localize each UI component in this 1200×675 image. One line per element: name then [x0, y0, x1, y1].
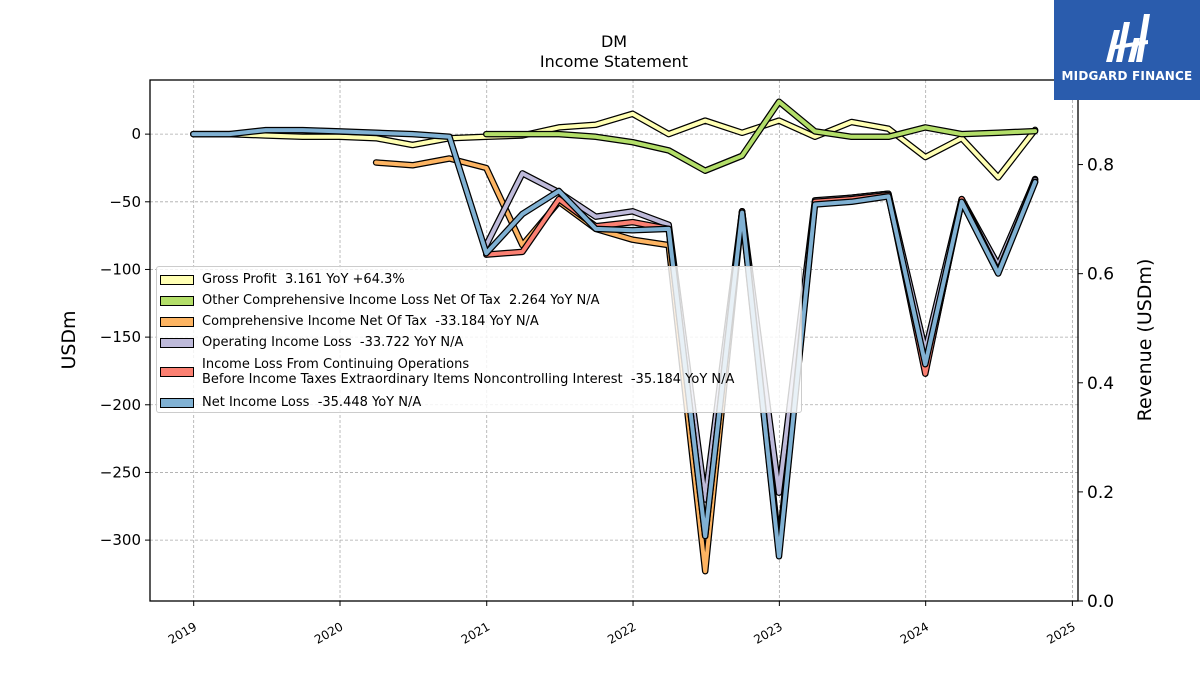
- brand-name: MIDGARD FINANCE: [1061, 69, 1193, 83]
- y-tick-label: −300: [100, 531, 141, 549]
- legend-item-net-income: Net Income Loss -35.448 YoY N/A: [157, 395, 421, 410]
- x-tick-label: 2021: [459, 619, 492, 646]
- chart-title: DM: [601, 32, 627, 51]
- legend-item-other-comprehensive-income: Other Comprehensive Income Loss Net Of T…: [157, 293, 600, 308]
- y-tick-label: 0: [131, 125, 141, 143]
- legend-item-gross-profit: Gross Profit 3.161 YoY +64.3%: [157, 272, 405, 287]
- legend-swatch: [160, 337, 194, 348]
- legend-label: Income Loss From Continuing Operations B…: [202, 357, 735, 387]
- legend-swatch: [160, 397, 194, 408]
- legend-label: Net Income Loss -35.448 YoY N/A: [202, 395, 422, 410]
- series-line-5: [191, 128, 1038, 559]
- y2-tick-label: 0.2: [1087, 483, 1114, 503]
- y2-tick-label: 0.4: [1087, 374, 1114, 394]
- legend-item-comprehensive-income: Comprehensive Income Net Of Tax -33.184 …: [157, 314, 539, 329]
- legend-label: Gross Profit 3.161 YoY +64.3%: [202, 272, 405, 287]
- y-tick-label: −200: [100, 396, 141, 414]
- legend-swatch: [160, 295, 194, 306]
- y2-tick-label: 0.8: [1087, 156, 1114, 176]
- brand-logo: MIDGARD FINANCE: [1054, 0, 1200, 100]
- x-tick-label: 2019: [166, 619, 199, 646]
- midgard-logo-icon: [1106, 14, 1150, 62]
- legend-swatch: [160, 367, 194, 377]
- plot-frame: [149, 79, 1079, 602]
- legend: Gross Profit 3.161 YoY +64.3% Other Comp…: [156, 266, 802, 413]
- legend-label: Comprehensive Income Net Of Tax -33.184 …: [202, 314, 539, 329]
- x-tick-label: 2025: [1044, 619, 1077, 646]
- x-tick-label: 2024: [898, 619, 931, 646]
- legend-swatch: [160, 274, 194, 285]
- chart-subtitle: Income Statement: [540, 52, 688, 71]
- ticks: 2019 2020 2021 2022 2023 2024 2025 0 −50 −100 −150…: [100, 125, 1114, 647]
- series-line-1: [484, 99, 1038, 173]
- y-tick-label: −150: [100, 328, 141, 346]
- y-axis-label: USDm: [58, 310, 80, 369]
- y-tick-label: −250: [100, 463, 141, 481]
- y2-axis-label: Revenue (USDm): [1134, 259, 1156, 422]
- x-tick-label: 2023: [751, 619, 784, 646]
- y2-tick-label: 0.6: [1087, 265, 1114, 285]
- y-tick-label: −50: [109, 193, 141, 211]
- legend-swatch: [160, 316, 194, 327]
- legend-label: Operating Income Loss -33.722 YoY N/A: [202, 335, 464, 350]
- x-tick-label: 2020: [312, 619, 345, 646]
- x-tick-label: 2022: [605, 619, 638, 646]
- y2-tick-label: 0.0: [1087, 592, 1114, 612]
- legend-label: Other Comprehensive Income Loss Net Of T…: [202, 293, 600, 308]
- legend-item-income-continuing-operations: Income Loss From Continuing Operations B…: [157, 357, 734, 387]
- series-line-0: [191, 111, 1038, 180]
- legend-item-operating-income: Operating Income Loss -33.722 YoY N/A: [157, 335, 463, 350]
- y-tick-label: −100: [100, 260, 141, 278]
